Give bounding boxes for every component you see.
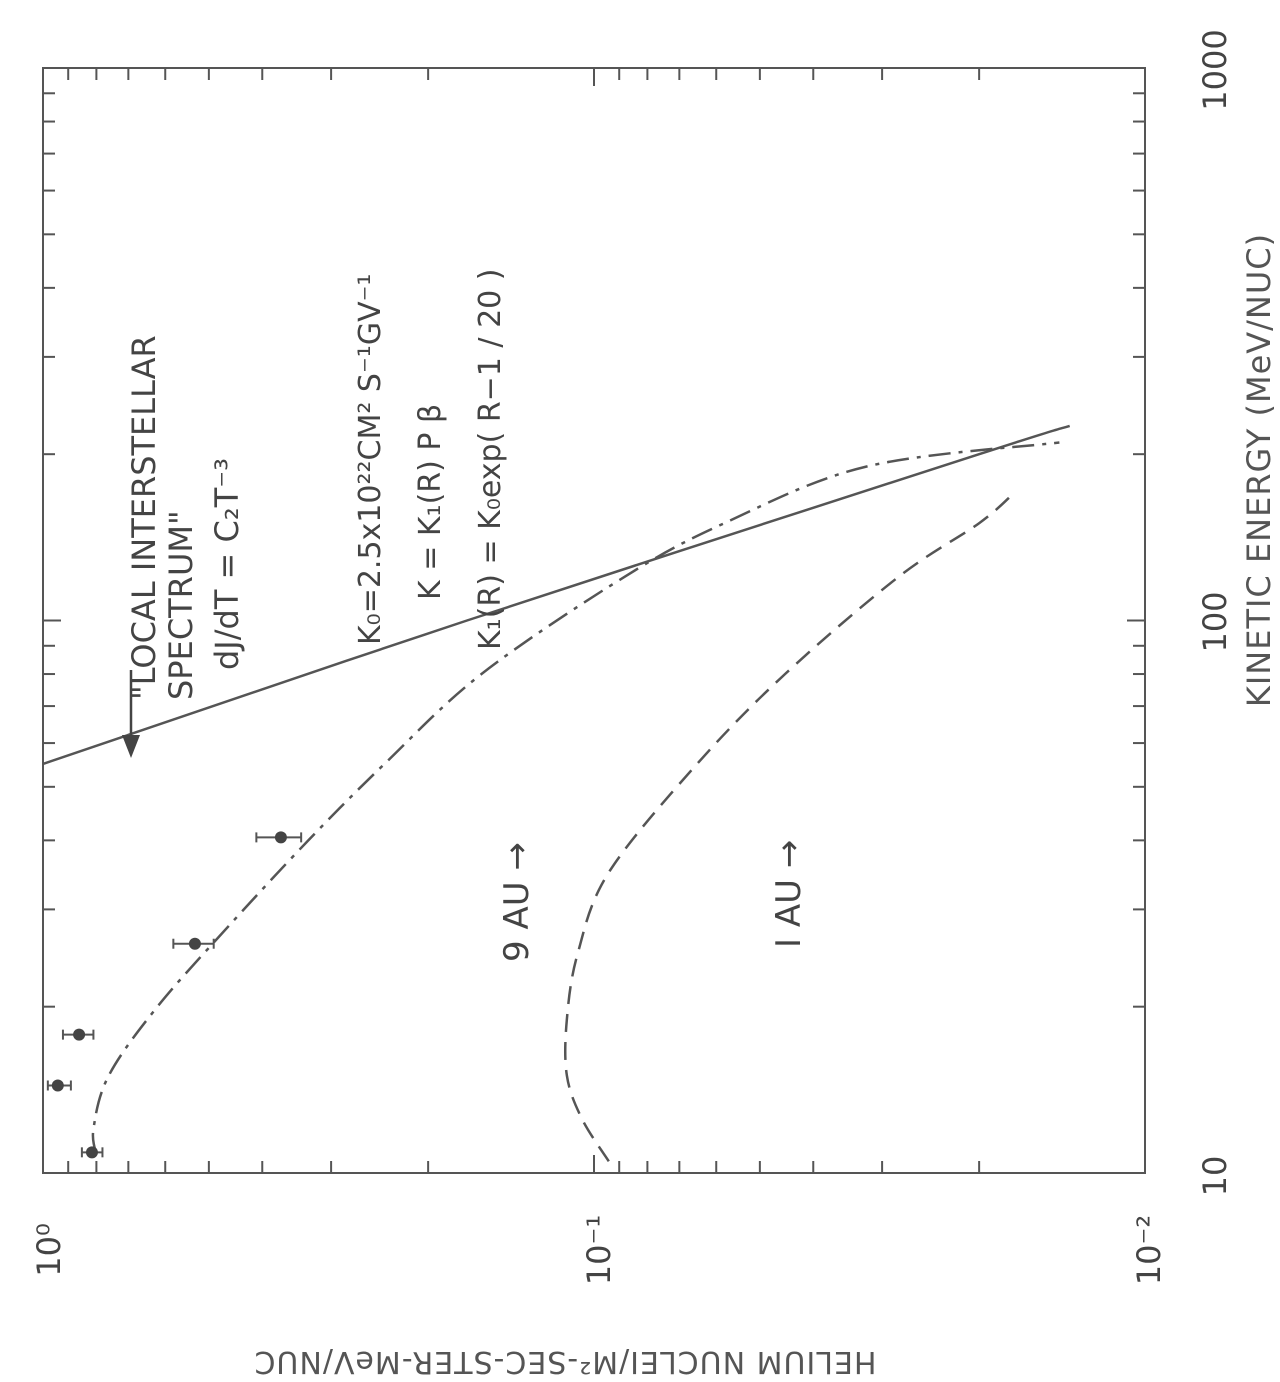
data-point-4	[274, 831, 287, 844]
annotation-k1-def: K₁(R) = K₀exp( R−1 / 20 )	[473, 269, 508, 651]
annotation-k0: K₀=2.5x10²²CM² S⁻¹GV⁻¹	[353, 274, 388, 645]
annotation-k-def: K = K₁(R) P β	[413, 404, 448, 600]
data-point-2	[73, 1028, 86, 1041]
y-tick-label-0.01: 10⁻²	[1130, 1215, 1168, 1285]
y-tick-label-1: 10⁰	[30, 1223, 68, 1277]
x-tick-label-100: 100	[1196, 591, 1234, 652]
axis-ticks	[43, 68, 1146, 1174]
annotation-dj-dt: dJ/dT = C₂T⁻³	[208, 458, 246, 670]
annotation-arrow-lis	[122, 670, 140, 758]
curves	[42, 424, 1071, 1162]
data-point-1	[51, 1079, 64, 1092]
annotation-equations: K₀=2.5x10²²CM² S⁻¹GV⁻¹ K = K₁(R) P β K₁(…	[353, 269, 508, 651]
x-tick-label-10: 10	[1196, 1156, 1234, 1197]
data-points	[46, 831, 303, 1159]
annotation-1au-label: I AU →	[769, 840, 809, 948]
data-point-0	[85, 1146, 98, 1159]
series-line-0	[42, 424, 1071, 766]
annotation-local-spectrum: "LOCAL INTERSTELLAR SPECTRUM" dJ/dT = C₂…	[125, 335, 246, 700]
series-line-2	[564, 492, 1015, 1162]
y-tick-label-0.1: 10⁻¹	[580, 1215, 618, 1285]
x-axis-title: KINETIC ENERGY (MeV/NUC)	[1240, 233, 1278, 707]
annotation-9au: 9 AU →	[497, 842, 537, 962]
data-point-3	[188, 937, 201, 950]
annotation-lis-line2: SPECTRUM"	[162, 510, 200, 700]
annotation-9au-label: 9 AU →	[497, 842, 537, 962]
annotation-1au: I AU →	[769, 840, 809, 948]
x-tick-label-1000: 1000	[1196, 29, 1234, 110]
y-axis-title: HELIUM NUCLEI/M²-SEC-STER-MeV/NUC	[253, 1344, 876, 1379]
series-line-1	[91, 441, 1060, 1155]
annotation-lis-line1: "LOCAL INTERSTELLAR	[125, 335, 163, 700]
